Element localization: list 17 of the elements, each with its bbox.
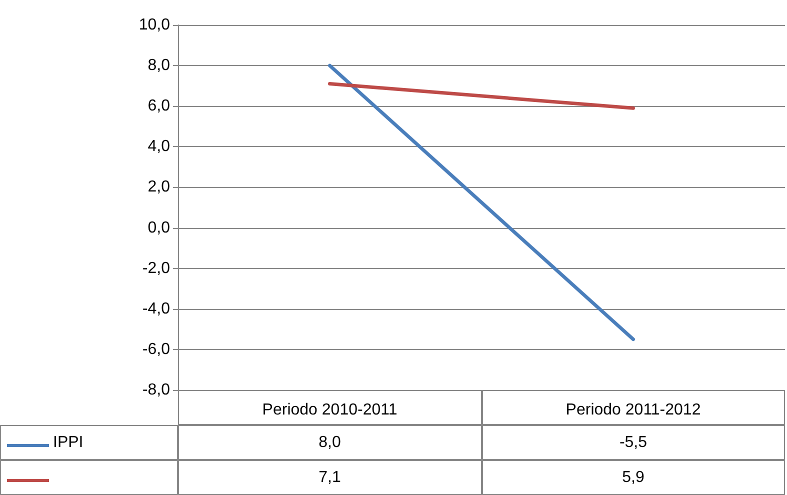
y-tick-label: 0,0 [148,219,170,236]
data-label: 7,1 [318,468,341,486]
data-label: -5,5 [619,434,648,452]
y-tick-label: -2,0 [142,260,170,277]
legend-label: IPPI [52,434,84,452]
y-tick-label: 2,0 [148,178,170,196]
y-tick-label: -8,0 [142,382,170,398]
data-label: 8,0 [318,434,341,452]
y-tick-label: 8,0 [148,57,170,74]
y-tick-label: 6,0 [148,98,170,115]
y-tick-label: -6,0 [142,340,170,358]
x-tick-label: Periodo 2010-2011 [262,402,398,418]
y-tick-label: 4,0 [148,138,170,156]
x-tick-label: Periodo 2011-2012 [566,402,701,418]
data-label: 5,9 [622,468,644,486]
y-tick-label: 10,0 [138,16,170,34]
y-tick-label: -4,0 [142,300,170,318]
